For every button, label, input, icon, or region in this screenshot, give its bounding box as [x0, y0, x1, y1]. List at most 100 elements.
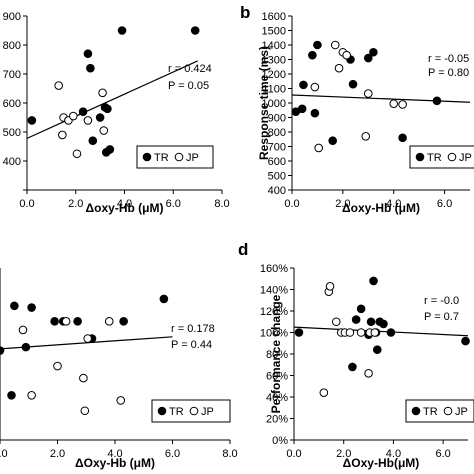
- x-tick-label: 6.0: [165, 448, 180, 460]
- x-tick-label: 8.0: [214, 198, 229, 210]
- y-tick-label: 700: [268, 142, 286, 154]
- y-tick-label: 120%: [260, 306, 288, 318]
- legend-marker-tr: [415, 152, 425, 162]
- data-point-tr: [119, 317, 128, 326]
- data-point-tr: [105, 145, 115, 154]
- data-point-tr: [386, 328, 396, 337]
- data-point-jp: [325, 281, 335, 291]
- data-point-tr: [294, 328, 304, 337]
- data-point-tr: [351, 315, 361, 324]
- data-point-jp: [69, 111, 78, 121]
- data-point-tr: [432, 96, 442, 106]
- data-point-jp: [331, 317, 341, 327]
- legend-marker-jp: [443, 406, 453, 416]
- data-point-jp: [83, 116, 93, 125]
- data-point-tr: [83, 49, 93, 59]
- regression-line: [291, 94, 471, 103]
- regression-line: [26, 60, 198, 139]
- panel-a: 0.0 2.0 4.0 6.0 8.0 400 500 600 700 800 900 Δoxy-Hb…: [3, 11, 230, 215]
- legend-box: [409, 145, 474, 169]
- data-point-jp: [334, 63, 344, 73]
- data-point-tr: [27, 303, 36, 312]
- data-point-tr: [190, 26, 200, 35]
- x-axis-title: ΔOxy-Hb (μM): [75, 456, 155, 470]
- legend-label-tr: TR: [427, 152, 442, 164]
- data-point-jp: [79, 373, 88, 383]
- data-point-jp: [98, 88, 107, 98]
- data-point-tr: [0, 346, 5, 355]
- data-point-jp: [116, 396, 126, 405]
- y-tick-label: 1000: [262, 98, 286, 110]
- data-point-jp: [319, 388, 329, 398]
- legend-label-jp: JP: [459, 152, 472, 164]
- y-tick-label: 1400: [262, 40, 286, 52]
- x-tick-label: 2.0: [68, 198, 83, 210]
- stat-r: r = -0.0: [424, 295, 459, 307]
- data-point-tr: [461, 336, 470, 346]
- data-point-tr: [308, 50, 317, 60]
- x-tick-label: 4.0: [386, 198, 401, 210]
- panel-letter: b: [240, 3, 250, 22]
- x-tick-label: 2.0: [336, 448, 351, 460]
- data-point-tr: [310, 108, 320, 118]
- data-point-tr: [348, 362, 357, 372]
- data-point-tr: [313, 40, 322, 50]
- data-point-jp: [80, 406, 90, 416]
- data-point-jp: [27, 390, 36, 400]
- x-axis-title: Δoxy-Hb (μM): [342, 201, 420, 215]
- legend-label-tr: TR: [154, 152, 169, 164]
- panel-d: 0.0 2.0 4.0 6.0 0% 20% 40% 60% 80% 100% 120% 140% 16…: [238, 240, 474, 470]
- data-point-jp: [398, 100, 407, 109]
- data-point-jp: [370, 328, 380, 337]
- data-point-tr: [73, 317, 82, 326]
- data-point-jp: [363, 89, 373, 98]
- data-point-jp: [53, 361, 62, 371]
- data-point-tr: [78, 107, 88, 116]
- data-point-tr: [7, 390, 16, 400]
- y-tick-label: 140%: [260, 285, 288, 297]
- data-point-jp: [364, 369, 373, 378]
- data-point-jp: [342, 50, 351, 60]
- y-tick-label: 1600: [262, 11, 286, 23]
- data-point-tr: [348, 79, 358, 89]
- y-tick-label: 600: [268, 156, 286, 168]
- stat-r: r = -0.05: [428, 53, 469, 65]
- y-tick-label: 1500: [262, 26, 286, 38]
- data-point-jp: [330, 40, 340, 50]
- stat-r: r = 0.178: [171, 323, 215, 335]
- data-point-tr: [363, 53, 373, 63]
- data-point-jp: [83, 334, 92, 343]
- x-tick-label: 0.0: [0, 448, 8, 460]
- data-point-tr: [103, 104, 112, 114]
- panel-b: 0.0 2.0 4.0 6.0 400 500 600 700 800 900 1000 1100 12…: [240, 3, 474, 215]
- y-tick-label: 20%: [266, 414, 288, 426]
- data-point-tr: [372, 345, 382, 355]
- y-tick-label: 40%: [266, 392, 288, 404]
- y-tick-label: 800: [3, 40, 21, 52]
- x-tick-label: 8.0: [222, 448, 237, 460]
- data-point-tr: [366, 317, 376, 327]
- data-point-jp: [18, 325, 28, 335]
- y-tick-label: 60%: [266, 371, 288, 383]
- data-point-jp: [345, 328, 355, 337]
- x-tick-label: 4.0: [117, 198, 132, 210]
- data-point-tr: [398, 133, 407, 143]
- data-point-tr: [379, 319, 388, 329]
- data-point-tr: [86, 63, 95, 73]
- y-tick-label: 600: [3, 98, 21, 110]
- legend-label-jp: JP: [186, 152, 199, 164]
- data-point-tr: [10, 301, 19, 311]
- data-point-jp: [58, 130, 67, 140]
- x-tick-label: 2.0: [335, 198, 350, 210]
- legend-label-jp: JP: [201, 406, 214, 418]
- data-point-tr: [159, 294, 169, 304]
- legend-label-jp: JP: [455, 406, 468, 418]
- x-axis-title: Δoxy-Hb (μM): [86, 201, 164, 215]
- panel-letter: d: [238, 240, 248, 259]
- x-tick-label: 0.0: [19, 198, 34, 210]
- legend-marker-tr: [157, 406, 167, 416]
- y-tick-label: 0%: [272, 435, 288, 447]
- legend-marker-tr: [411, 406, 421, 416]
- x-tick-label: 2.0: [50, 448, 65, 460]
